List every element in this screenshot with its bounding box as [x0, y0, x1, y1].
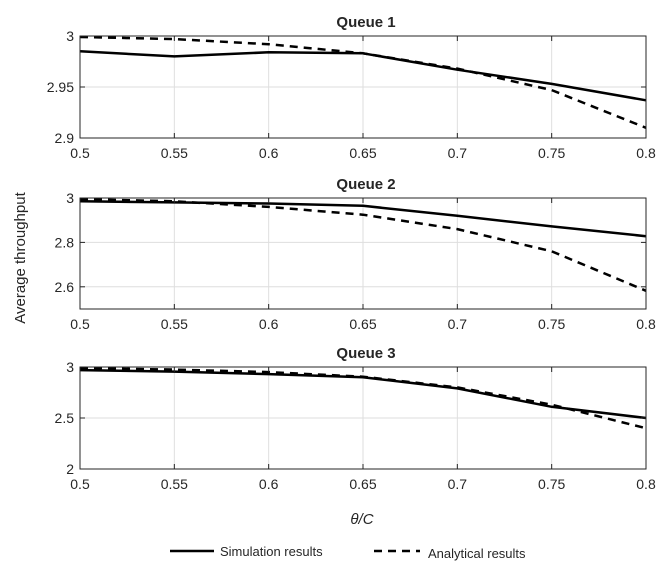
- y-tick-label: 3: [66, 190, 74, 206]
- y-tick-label: 2.8: [55, 234, 75, 250]
- y-tick-label: 3: [66, 359, 74, 375]
- y-tick-label: 2.5: [55, 410, 75, 426]
- legend: Simulation results Analytical results: [170, 544, 526, 561]
- x-axis-label: θ/C: [350, 511, 373, 528]
- x-tick-label: 0.75: [538, 145, 565, 161]
- legend-label-analytical: Analytical results: [428, 546, 526, 561]
- x-tick-label: 0.6: [259, 316, 279, 332]
- subplot-queue-1: 0.5 0.55 0.6 0.65 0.7 0.75 0.8 2.9 2.95 3 Queue 1: [47, 14, 656, 161]
- x-tick-label: 0.55: [161, 476, 188, 492]
- x-tick-label: 0.5: [70, 145, 90, 161]
- x-tick-label: 0.7: [448, 316, 468, 332]
- analytical-series-line: [79, 197, 647, 292]
- subplot-title: Queue 3: [336, 345, 395, 362]
- x-tick-label: 0.7: [448, 145, 468, 161]
- x-tick-label: 0.5: [70, 316, 90, 332]
- x-tick-label: 0.7: [448, 476, 468, 492]
- x-tick-label: 0.55: [161, 145, 188, 161]
- x-tick-label: 0.65: [349, 145, 376, 161]
- subplot-queue-3: 0.5 0.55 0.6 0.65 0.7 0.75 0.8 2 2.5 3 Queue 3: [55, 345, 656, 492]
- y-tick-label: 2.9: [55, 130, 75, 146]
- x-tick-label: 0.6: [259, 476, 279, 492]
- x-tick-label: 0.8: [636, 476, 656, 492]
- subplot-queue-2: 0.5 0.55 0.6 0.65 0.7 0.75 0.8 2.6 2.8 3 Queue 2: [55, 176, 656, 332]
- x-tick-label: 0.8: [636, 316, 656, 332]
- x-tick-label: 0.65: [349, 476, 376, 492]
- x-tick-label: 0.8: [636, 145, 656, 161]
- x-tick-label: 0.6: [259, 145, 279, 161]
- x-tick-label: 0.5: [70, 476, 90, 492]
- x-tick-label: 0.65: [349, 316, 376, 332]
- y-tick-label: 3: [66, 28, 74, 44]
- legend-label-simulation: Simulation results: [220, 544, 323, 559]
- y-axis-label: Average throughput: [12, 191, 29, 323]
- y-tick-label: 2.6: [55, 279, 75, 295]
- subplot-title: Queue 2: [336, 176, 395, 193]
- subplot-title: Queue 1: [336, 14, 395, 31]
- x-tick-label: 0.75: [538, 476, 565, 492]
- x-tick-label: 0.55: [161, 316, 188, 332]
- analytical-series-line: [79, 35, 647, 129]
- y-tick-label: 2.95: [47, 79, 74, 95]
- analytical-series-line: [79, 366, 647, 430]
- x-tick-label: 0.75: [538, 316, 565, 332]
- y-tick-label: 2: [66, 461, 74, 477]
